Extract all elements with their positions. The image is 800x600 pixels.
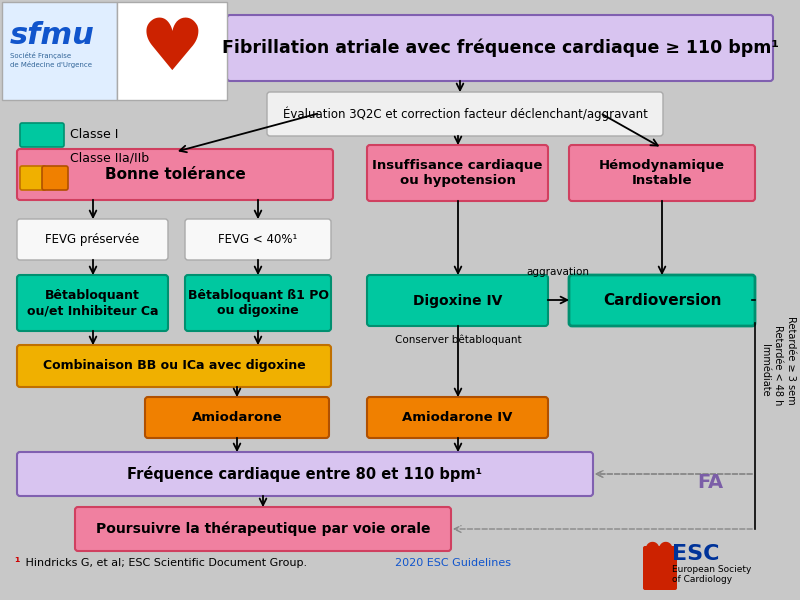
Text: Hindricks G, et al; ESC Scientific Document Group.: Hindricks G, et al; ESC Scientific Docum… (22, 558, 310, 568)
FancyBboxPatch shape (17, 219, 168, 260)
Text: Hémodynamique
Instable: Hémodynamique Instable (599, 159, 725, 187)
Text: Bêtabloquant ß1 PO
ou digoxine: Bêtabloquant ß1 PO ou digoxine (187, 289, 329, 317)
Text: Retardée ≥ 3 sem: Retardée ≥ 3 sem (786, 316, 796, 404)
Text: Bonne tolérance: Bonne tolérance (105, 167, 246, 182)
Text: European Society: European Society (672, 565, 751, 575)
FancyBboxPatch shape (17, 452, 593, 496)
Text: aggravation: aggravation (526, 267, 590, 277)
FancyBboxPatch shape (42, 166, 68, 190)
FancyBboxPatch shape (75, 507, 451, 551)
Text: FEVG < 40%¹: FEVG < 40%¹ (218, 233, 298, 246)
Text: ❤: ❤ (643, 538, 674, 572)
Text: Retardée < 48 h: Retardée < 48 h (773, 325, 783, 405)
FancyBboxPatch shape (569, 145, 755, 201)
Text: Fréquence cardiaque entre 80 et 110 bpm¹: Fréquence cardiaque entre 80 et 110 bpm¹ (127, 466, 482, 482)
Text: Amiodarone: Amiodarone (192, 411, 282, 424)
Text: Classe IIa/IIb: Classe IIa/IIb (70, 151, 149, 164)
Text: Digoxine IV: Digoxine IV (413, 293, 502, 307)
FancyBboxPatch shape (185, 275, 331, 331)
Text: FEVG préservée: FEVG préservée (46, 233, 140, 246)
Text: Insuffisance cardiaque
ou hypotension: Insuffisance cardiaque ou hypotension (372, 159, 542, 187)
FancyBboxPatch shape (227, 15, 773, 81)
FancyBboxPatch shape (20, 123, 64, 147)
Text: Évaluation 3Q2C et correction facteur déclenchant/aggravant: Évaluation 3Q2C et correction facteur dé… (282, 107, 647, 121)
FancyBboxPatch shape (17, 149, 333, 200)
Text: sfmu: sfmu (10, 20, 95, 49)
FancyBboxPatch shape (20, 166, 46, 190)
Text: Fibrillation atriale avec fréquence cardiaque ≥ 110 bpm¹: Fibrillation atriale avec fréquence card… (222, 39, 778, 57)
Text: Société Française
de Médecine d'Urgence: Société Française de Médecine d'Urgence (10, 52, 92, 68)
Text: Immédiate: Immédiate (760, 344, 770, 397)
FancyBboxPatch shape (117, 2, 227, 100)
FancyBboxPatch shape (367, 145, 548, 201)
Text: Classe I: Classe I (70, 128, 118, 142)
Text: FA: FA (697, 473, 723, 491)
Text: Poursuivre la thérapeutique par voie orale: Poursuivre la thérapeutique par voie ora… (96, 522, 430, 536)
FancyBboxPatch shape (17, 275, 168, 331)
Text: Conserver bêtabloquant: Conserver bêtabloquant (394, 335, 522, 345)
Text: ESC: ESC (672, 544, 719, 564)
FancyBboxPatch shape (145, 397, 329, 438)
Text: Amiodarone IV: Amiodarone IV (402, 411, 513, 424)
FancyBboxPatch shape (185, 219, 331, 260)
Text: 2020 ESC Guidelines: 2020 ESC Guidelines (395, 558, 511, 568)
FancyBboxPatch shape (267, 92, 663, 136)
FancyBboxPatch shape (2, 2, 117, 100)
Text: Cardioversion: Cardioversion (602, 293, 722, 308)
Text: Combinaison BB ou ICa avec digoxine: Combinaison BB ou ICa avec digoxine (42, 359, 306, 373)
Text: of Cardiology: of Cardiology (672, 575, 732, 584)
Text: ¹: ¹ (14, 557, 19, 569)
Text: Bêtabloquant
ou/et Inhibiteur Ca: Bêtabloquant ou/et Inhibiteur Ca (26, 289, 158, 317)
FancyBboxPatch shape (643, 546, 677, 590)
FancyBboxPatch shape (367, 397, 548, 438)
FancyBboxPatch shape (367, 275, 548, 326)
Text: ♥: ♥ (140, 16, 204, 85)
FancyBboxPatch shape (569, 275, 755, 326)
FancyBboxPatch shape (17, 345, 331, 387)
